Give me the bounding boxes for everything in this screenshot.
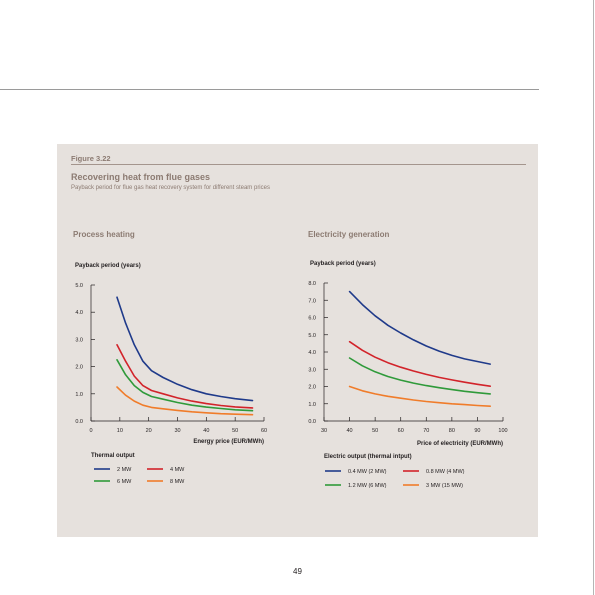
chart2-legend-label-2: 0.8 MW (4 MW) [426,469,465,475]
figure-subtitle: Payback period for flue gas heat recover… [71,185,270,191]
charts-canvas: Process heating Payback period (years) 0.0… [73,230,508,489]
chart2-x-tick-label: 60 [398,428,404,434]
chart2-x-tick-label: 30 [321,428,327,434]
chart1-x-tick-label: 60 [261,428,267,434]
chart2-y-tick-label: 8.0 [308,281,316,287]
chart2-series-line-3 [348,357,492,395]
chart2-series-line-4 [348,385,492,408]
chart1-legend-label-3: 6 MW [117,479,132,485]
chart2-x-tick-label: 50 [372,428,378,434]
chart1-y-tick-label: 0.0 [75,419,83,425]
chart2-x-axis-label: Price of electricity (EUR/MWh) [417,441,503,447]
chart2-y-tick-label: 5.0 [308,333,316,339]
chart1-legend-label-1: 2 MW [117,467,132,473]
chart1-legend-label-2: 4 MW [170,467,185,473]
chart1-series-line-1 [116,296,254,402]
chart1-x-tick-label: 20 [146,428,152,434]
page-number: 49 [293,567,302,576]
chart1-y-tick-label: 4.0 [75,310,83,316]
chart2-x-tick-label: 90 [474,428,480,434]
figure-number: Figure 3.22 [71,154,111,163]
chart1-x-tick-label: 10 [117,428,123,434]
page-top-rule [0,89,539,90]
figure-panel: Figure 3.22 Recovering heat from flue ga… [57,144,538,537]
chart2-legend-label-3: 1.2 MW (6 MW) [348,483,387,489]
chart2-y-tick-label: 6.0 [308,316,316,322]
chart1-x-axis-label: Energy price (EUR/MWh) [193,439,264,445]
chart2-y-tick-label: 2.0 [308,385,316,391]
chart2-title: Electricity generation [308,230,389,239]
chart1-x-tick-label: 30 [174,428,180,434]
chart1-y-tick-label: 5.0 [75,283,83,289]
chart2-x-tick-label: 80 [449,428,455,434]
figure-divider [71,164,526,165]
chart2-series-line-1 [348,290,492,365]
chart1-x-tick-label: 50 [232,428,238,434]
chart1-x-tick-label: 40 [203,428,209,434]
chart2-series-line-2 [348,340,492,387]
chart1-x-tick-label: 0 [89,428,92,434]
chart2-y-tick-label: 0.0 [308,419,316,425]
chart2-y-tick-label: 7.0 [308,298,316,304]
chart2-y-tick-label: 1.0 [308,402,316,408]
page-right-edge [593,0,594,595]
chart1-title: Process heating [73,230,135,239]
chart2-x-tick-label: 40 [347,428,353,434]
chart1-y-tick-label: 2.0 [75,365,83,371]
chart1-y-tick-label: 3.0 [75,337,83,343]
chart2-y-tick-label: 4.0 [308,350,316,356]
chart2-legend-label-1: 0.4 MW (2 MW) [348,469,387,475]
chart1-series-line-3 [116,359,254,412]
chart2-x-tick-label: 100 [498,428,507,434]
chart1-y-axis-label: Payback period (years) [75,263,141,269]
chart1-legend-title: Thermal output [91,453,135,459]
chart2-y-axis-label: Payback period (years) [310,261,376,267]
chart2-x-tick-label: 70 [423,428,429,434]
chart2-legend-label-4: 3 MW (15 MW) [426,483,463,489]
chart2-y-tick-label: 3.0 [308,367,316,373]
chart2-legend-title: Electric output (thermal intput) [324,454,412,460]
chart1-legend-label-4: 8 MW [170,479,185,485]
figure-title: Recovering heat from flue gases [71,172,211,182]
chart1-y-tick-label: 1.0 [75,392,83,398]
chart1-series-line-4 [116,386,254,416]
chart1-series-line-2 [116,344,254,409]
